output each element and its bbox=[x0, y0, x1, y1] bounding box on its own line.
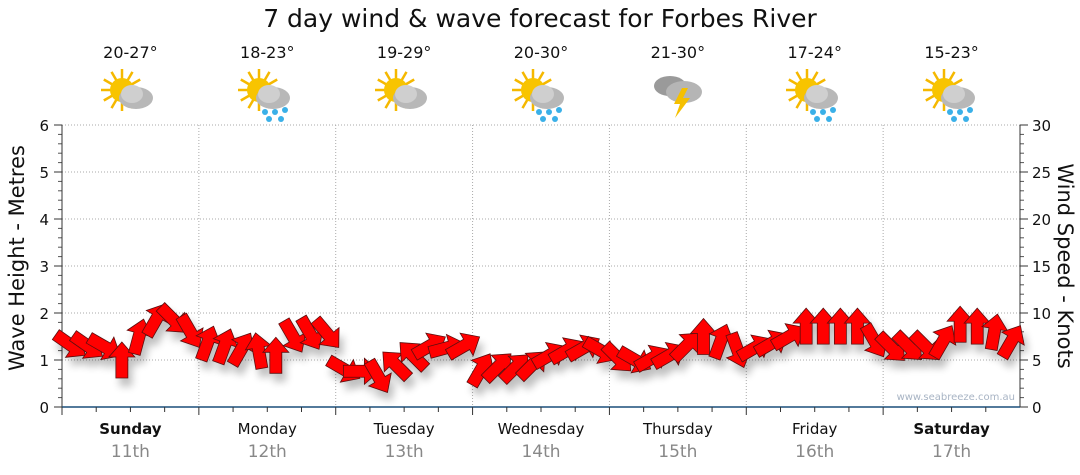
wind-arrow bbox=[310, 315, 340, 348]
y-tick-label: 0 bbox=[39, 399, 49, 417]
y-tick-label: 6 bbox=[39, 117, 49, 135]
y-tick-label: 5 bbox=[39, 164, 49, 182]
wind-arrow bbox=[363, 357, 392, 394]
sun-cloud-rain-icon bbox=[785, 66, 845, 126]
day-temp-range: 18-23° bbox=[240, 43, 295, 62]
day-label: Saturday bbox=[913, 420, 990, 438]
wind-arrow bbox=[826, 307, 855, 345]
sun-cloud-icon bbox=[374, 66, 434, 126]
y2-tick-label: 10 bbox=[1032, 305, 1051, 323]
wind-arrow bbox=[261, 336, 290, 374]
day-label: Tuesday bbox=[373, 420, 435, 438]
sun-cloud-rain-icon bbox=[922, 66, 982, 126]
date-label: 13th bbox=[384, 442, 424, 462]
sun-cloud-rain-icon bbox=[237, 66, 297, 126]
day-label: Monday bbox=[237, 420, 297, 438]
y-tick-label: 1 bbox=[39, 352, 49, 370]
wind-arrow bbox=[996, 325, 1025, 361]
y2-tick-label: 25 bbox=[1032, 164, 1051, 182]
wind-arrow bbox=[155, 302, 187, 333]
y2-tick-label: 5 bbox=[1032, 352, 1042, 370]
date-label: 12th bbox=[247, 442, 287, 462]
day-label: Sunday bbox=[99, 420, 162, 438]
y2-tick-label: 15 bbox=[1032, 258, 1051, 276]
day-label: Friday bbox=[791, 420, 838, 438]
date-label: 11th bbox=[110, 442, 150, 462]
wind-arrow bbox=[107, 341, 136, 379]
wind-arrow bbox=[444, 332, 481, 361]
wind-arrow bbox=[928, 325, 957, 361]
wind-arrow bbox=[769, 323, 806, 352]
wind-arrow bbox=[85, 332, 121, 361]
day-temp-range: 15-23° bbox=[924, 43, 979, 62]
day-temp-range: 19-29° bbox=[376, 43, 432, 62]
wind-arrow bbox=[809, 307, 838, 345]
day-temp-range: 17-24° bbox=[787, 43, 842, 62]
chart-title: 7 day wind & wave forecast for Forbes Ri… bbox=[263, 4, 817, 33]
y-tick-label: 2 bbox=[39, 305, 49, 323]
date-label: 15th bbox=[658, 442, 698, 462]
watermark: www.seabreeze.com.au bbox=[897, 392, 1015, 403]
day-temp-range: 21-30° bbox=[650, 43, 706, 62]
y2-tick-label: 20 bbox=[1032, 211, 1051, 229]
y2-tick-label: 30 bbox=[1032, 117, 1051, 135]
wind-arrow bbox=[175, 312, 204, 348]
day-label: Wednesday bbox=[497, 420, 585, 438]
day-temp-range: 20-30° bbox=[513, 43, 569, 62]
storm-icon bbox=[648, 66, 708, 126]
y-tick-label: 3 bbox=[39, 258, 49, 276]
sun-cloud-rain-icon bbox=[511, 66, 571, 126]
date-label: 16th bbox=[795, 442, 835, 462]
wind-arrow bbox=[668, 332, 700, 364]
y2-tick-label: 0 bbox=[1032, 399, 1042, 417]
day-label: Thursday bbox=[642, 420, 713, 438]
date-label: 14th bbox=[521, 442, 561, 462]
date-label: 17th bbox=[932, 442, 972, 462]
y-tick-label: 4 bbox=[39, 211, 49, 229]
day-temp-range: 20-27° bbox=[103, 43, 158, 62]
sun-cloud-icon bbox=[100, 66, 160, 126]
